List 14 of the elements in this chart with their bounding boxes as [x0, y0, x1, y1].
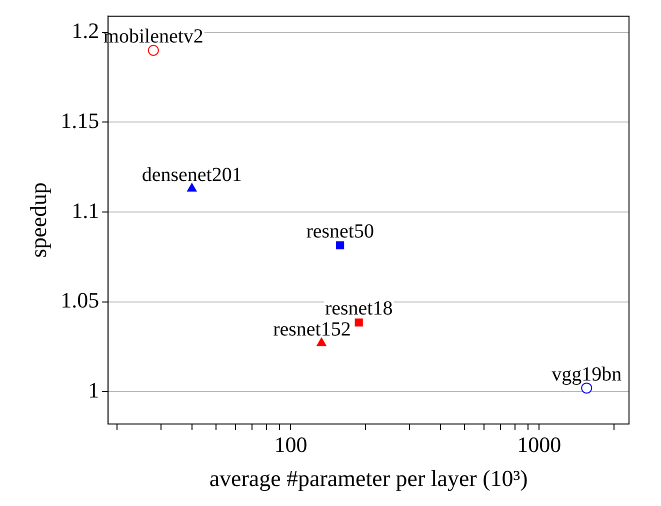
x-tick-label: 1000 [517, 432, 562, 457]
y-tick-label: 1.1 [72, 198, 100, 223]
series-label: vgg19bn [552, 363, 622, 386]
y-tick-label: 1.05 [60, 288, 100, 313]
y-axis-title: speedup [26, 182, 51, 258]
x-tick-label: 100 [274, 432, 308, 457]
series-label: resnet152 [273, 318, 351, 340]
y-tick-label: 1.15 [60, 108, 100, 133]
series-label: resnet18 [324, 298, 393, 320]
series-label: resnet50 [306, 220, 374, 242]
y-tick-label: 1.2 [72, 18, 100, 44]
y-tick-label: 1 [88, 377, 100, 402]
series-label: densenet201 [142, 164, 242, 186]
x-axis-title: average #parameter per layer (10³) [209, 466, 528, 492]
